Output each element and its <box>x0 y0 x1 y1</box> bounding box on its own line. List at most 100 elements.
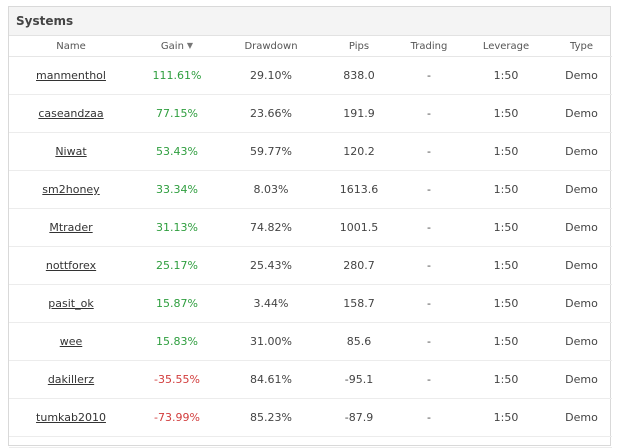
table-row[interactable]: Niwat 53.43% 59.77% 120.2 - 1:50 Demo <box>9 132 612 171</box>
leverage-column-cell: 1:50 <box>461 284 551 323</box>
drawdown-column-cell: 59.77% <box>221 132 321 171</box>
leverage-column-cell: 1:50 <box>461 208 551 247</box>
trading-column-cell: - <box>397 132 461 171</box>
gain-cell: 53.43% <box>156 145 198 158</box>
drawdown-column-cell: 29.10% <box>221 56 321 95</box>
trading-cell: - <box>427 69 431 82</box>
pips-cell: 280.7 <box>343 259 375 272</box>
column-header-type[interactable]: Type <box>551 36 612 57</box>
name-column-cell: tumkab2010 <box>9 398 133 437</box>
leverage-cell: 1:50 <box>493 335 519 348</box>
column-header-drawdown[interactable]: Drawdown <box>221 36 321 57</box>
filler-cell <box>9 436 612 448</box>
system-name-link[interactable]: caseandzaa <box>38 107 104 120</box>
column-header-name[interactable]: Name <box>9 36 133 57</box>
drawdown-cell: 3.44% <box>253 297 289 310</box>
table-row[interactable]: manmenthol 111.61% 29.10% 838.0 - 1:50 Demo <box>9 56 612 95</box>
system-name-link[interactable]: pasit_ok <box>48 297 94 310</box>
systems-table: Name Gain ▼ Drawdown Pips Trading Leverag… <box>9 36 612 448</box>
trading-cell: - <box>427 145 431 158</box>
gain-column-cell: 33.34% <box>133 170 221 209</box>
gain-column-cell: -73.99% <box>133 398 221 437</box>
gain-cell: 31.13% <box>156 221 198 234</box>
drawdown-column-cell: 31.00% <box>221 322 321 361</box>
gain-cell: 15.83% <box>156 335 198 348</box>
trading-column-cell: - <box>397 398 461 437</box>
leverage-column-cell: 1:50 <box>461 322 551 361</box>
system-name-link[interactable]: nottforex <box>45 259 97 272</box>
column-header-leverage[interactable]: Leverage <box>461 36 551 57</box>
leverage-cell: 1:50 <box>493 373 519 386</box>
name-column-cell: dakillerz <box>9 360 133 399</box>
panel-title: Systems <box>9 7 610 36</box>
type-cell: Demo <box>565 411 598 424</box>
trading-cell: - <box>427 221 431 234</box>
pips-cell: 158.7 <box>343 297 375 310</box>
pips-column-cell: 120.2 <box>321 132 397 171</box>
type-cell: Demo <box>565 259 598 272</box>
pips-cell: 1613.6 <box>339 183 379 196</box>
type-column-cell: Demo <box>551 208 612 247</box>
table-row[interactable]: Mtrader 31.13% 74.82% 1001.5 - 1:50 Demo <box>9 208 612 247</box>
trading-cell: - <box>427 411 431 424</box>
pips-cell: 85.6 <box>346 335 372 348</box>
system-name-link[interactable]: Niwat <box>55 145 87 158</box>
leverage-cell: 1:50 <box>493 107 519 120</box>
gain-column-cell: 25.17% <box>133 246 221 285</box>
gain-column-cell: 15.87% <box>133 284 221 323</box>
gain-cell: -73.99% <box>154 411 200 424</box>
drawdown-cell: 59.77% <box>250 145 292 158</box>
drawdown-column-cell: 25.43% <box>221 246 321 285</box>
table-row[interactable]: nottforex 25.17% 25.43% 280.7 - 1:50 Demo <box>9 246 612 285</box>
caret-down-icon: ▼ <box>186 40 194 50</box>
type-column-cell: Demo <box>551 284 612 323</box>
table-row[interactable]: dakillerz -35.55% 84.61% -95.1 - 1:50 Demo <box>9 360 612 399</box>
system-name-link[interactable]: tumkab2010 <box>36 411 106 424</box>
leverage-column-cell: 1:50 <box>461 246 551 285</box>
type-column-cell: Demo <box>551 94 612 133</box>
type-column-cell: Demo <box>551 360 612 399</box>
name-column-cell: nottforex <box>9 246 133 285</box>
leverage-column-cell: 1:50 <box>461 398 551 437</box>
column-header-gain[interactable]: Gain ▼ <box>133 36 221 57</box>
type-cell: Demo <box>565 221 598 234</box>
leverage-column-cell: 1:50 <box>461 56 551 95</box>
pips-cell: 838.0 <box>343 69 375 82</box>
system-name-link[interactable]: Mtrader <box>49 221 93 234</box>
trading-column-cell: - <box>397 94 461 133</box>
pips-column-cell: 1613.6 <box>321 170 397 209</box>
drawdown-cell: 23.66% <box>250 107 292 120</box>
table-filler-row <box>9 436 612 448</box>
table-row[interactable]: sm2honey 33.34% 8.03% 1613.6 - 1:50 Demo <box>9 170 612 209</box>
gain-cell: 33.34% <box>156 183 198 196</box>
system-name-link[interactable]: manmenthol <box>36 69 106 82</box>
drawdown-column-cell: 8.03% <box>221 170 321 209</box>
column-header-pips[interactable]: Pips <box>321 36 397 57</box>
system-name-link[interactable]: sm2honey <box>42 183 100 196</box>
name-column-cell: sm2honey <box>9 170 133 209</box>
table-row[interactable]: caseandzaa 77.15% 23.66% 191.9 - 1:50 Demo <box>9 94 612 133</box>
type-cell: Demo <box>565 107 598 120</box>
pips-column-cell: 280.7 <box>321 246 397 285</box>
system-name-link[interactable]: wee <box>59 335 83 348</box>
table-header-row: Name Gain ▼ Drawdown Pips Trading Leverag… <box>9 36 612 57</box>
type-cell: Demo <box>565 297 598 310</box>
system-name-link[interactable]: dakillerz <box>47 373 95 386</box>
table-row[interactable]: tumkab2010 -73.99% 85.23% -87.9 - 1:50 Demo <box>9 398 612 437</box>
leverage-cell: 1:50 <box>493 145 519 158</box>
column-header-trading[interactable]: Trading <box>397 36 461 57</box>
pips-column-cell: -95.1 <box>321 360 397 399</box>
pips-column-cell: 158.7 <box>321 284 397 323</box>
trading-cell: - <box>427 259 431 272</box>
pips-cell: 120.2 <box>343 145 375 158</box>
gain-column-cell: 111.61% <box>133 56 221 95</box>
gain-column-cell: 31.13% <box>133 208 221 247</box>
pips-cell: -87.9 <box>344 411 374 424</box>
drawdown-column-cell: 23.66% <box>221 94 321 133</box>
type-column-cell: Demo <box>551 132 612 171</box>
leverage-cell: 1:50 <box>493 221 519 234</box>
table-row[interactable]: pasit_ok 15.87% 3.44% 158.7 - 1:50 Demo <box>9 284 612 323</box>
trading-cell: - <box>427 373 431 386</box>
type-cell: Demo <box>565 69 598 82</box>
table-row[interactable]: wee 15.83% 31.00% 85.6 - 1:50 Demo <box>9 322 612 361</box>
